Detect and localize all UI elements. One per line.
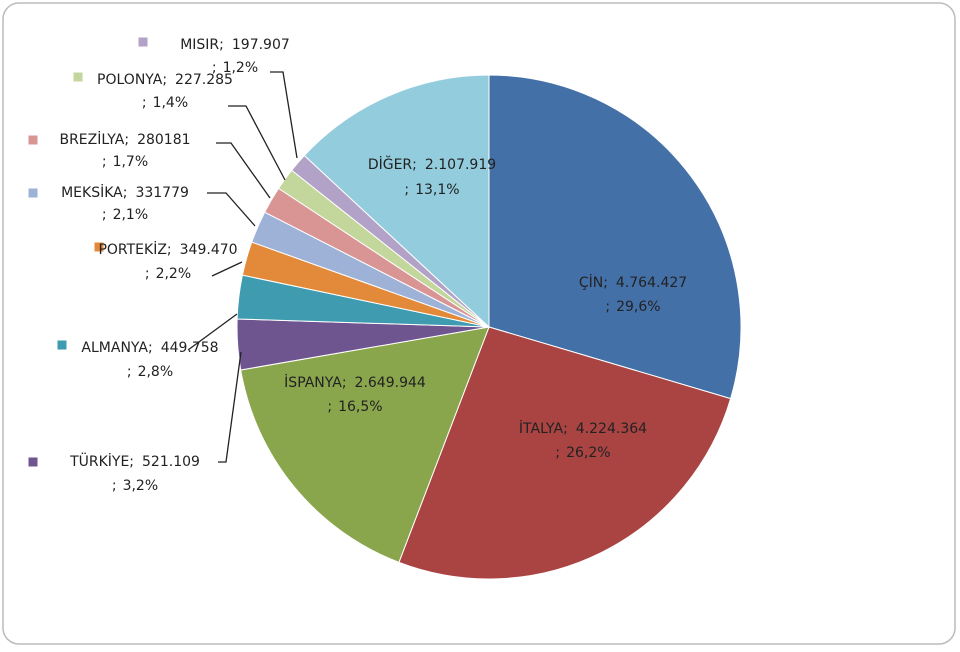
label-category: İSPANYA bbox=[284, 373, 342, 391]
label-separator: ; bbox=[124, 132, 129, 148]
label-percent: 1,7% bbox=[113, 154, 149, 170]
label-percent: 29,6% bbox=[616, 299, 660, 315]
leader-line bbox=[218, 351, 242, 463]
leader-line bbox=[216, 142, 271, 199]
legend-key bbox=[94, 242, 104, 252]
data-label: ; 1,7% bbox=[102, 154, 148, 170]
legend-key bbox=[138, 37, 148, 47]
leader-line bbox=[187, 313, 238, 351]
label-percent: 26,2% bbox=[566, 445, 610, 461]
label-percent: 3,2% bbox=[123, 478, 159, 494]
label-value: 4.224.364 bbox=[576, 421, 647, 437]
data-label: ÇİN; 4.764.427 bbox=[579, 273, 687, 291]
label-category: ÇİN bbox=[579, 273, 603, 291]
label-category: İTALYA bbox=[519, 419, 564, 437]
label-separator: ; bbox=[404, 182, 409, 198]
label-category: BREZİLYA bbox=[59, 130, 124, 148]
label-separator: ; bbox=[148, 340, 153, 356]
label-value: 197.907 bbox=[232, 37, 290, 53]
label-separator: ; bbox=[327, 399, 332, 415]
data-label: ; 2,8% bbox=[127, 364, 173, 380]
label-value: 2.649.944 bbox=[355, 375, 426, 391]
label-value: 280181 bbox=[137, 132, 190, 148]
legend-key bbox=[28, 135, 38, 145]
label-value: 331779 bbox=[135, 185, 188, 201]
label-separator: ; bbox=[603, 275, 608, 291]
label-percent: 2,1% bbox=[113, 207, 149, 223]
label-percent: 16,5% bbox=[338, 399, 382, 415]
label-percent: 2,8% bbox=[138, 364, 174, 380]
data-label: POLONYA; 227.285 bbox=[97, 72, 233, 88]
data-label: İTALYA; 4.224.364 bbox=[519, 419, 647, 437]
label-separator: ; bbox=[145, 266, 150, 282]
label-value: 2.107.919 bbox=[425, 157, 496, 173]
data-label: ; 16,5% bbox=[327, 399, 382, 415]
label-separator: ; bbox=[162, 72, 167, 88]
data-label: MISIR; 197.907 bbox=[180, 37, 290, 53]
data-label: BREZİLYA; 280181 bbox=[59, 130, 190, 148]
legend-key bbox=[28, 188, 38, 198]
leader-line bbox=[207, 192, 256, 227]
pie-slice bbox=[240, 326, 490, 564]
leader-line bbox=[228, 105, 286, 181]
label-percent: 13,1% bbox=[415, 182, 459, 198]
label-separator: ; bbox=[142, 95, 147, 111]
label-separator: ; bbox=[605, 299, 610, 315]
label-separator: ; bbox=[219, 37, 224, 53]
pie-slice bbox=[488, 74, 742, 400]
label-separator: ; bbox=[102, 154, 107, 170]
label-separator: ; bbox=[112, 478, 117, 494]
label-separator: ; bbox=[342, 375, 347, 391]
label-separator: ; bbox=[129, 454, 134, 470]
label-separator: ; bbox=[123, 185, 128, 201]
label-category: ALMANYA bbox=[81, 340, 148, 356]
label-category: DİĞER bbox=[368, 155, 413, 173]
label-value: 4.764.427 bbox=[616, 275, 687, 291]
data-label: ALMANYA; 449.758 bbox=[81, 340, 218, 356]
data-label: İSPANYA; 2.649.944 bbox=[284, 373, 426, 391]
label-value: 449.758 bbox=[161, 340, 219, 356]
legend-key bbox=[28, 457, 38, 467]
data-label: DİĞER; 2.107.919 bbox=[368, 155, 496, 173]
label-category: POLONYA bbox=[97, 72, 163, 88]
label-category: MEKSİKA bbox=[61, 183, 123, 201]
label-category: MISIR bbox=[180, 37, 219, 53]
label-category: TÜRKİYE bbox=[69, 452, 129, 470]
data-label: TÜRKİYE; 521.109 bbox=[69, 452, 200, 470]
label-category: PORTEKİZ bbox=[98, 240, 166, 258]
data-label: MEKSİKA; 331779 bbox=[61, 183, 189, 201]
label-percent: 1,2% bbox=[223, 60, 259, 76]
label-separator: ; bbox=[563, 421, 568, 437]
legend-key bbox=[73, 72, 83, 82]
legend-key bbox=[57, 340, 67, 350]
data-label: ; 1,4% bbox=[142, 95, 188, 111]
label-percent: 2,2% bbox=[156, 266, 192, 282]
label-separator: ; bbox=[212, 60, 217, 76]
leader-line bbox=[211, 261, 243, 277]
data-label: ; 2,1% bbox=[102, 207, 148, 223]
data-label: ; 29,6% bbox=[605, 299, 660, 315]
pie-slice bbox=[303, 74, 490, 329]
label-separator: ; bbox=[127, 364, 132, 380]
leader-line bbox=[270, 71, 298, 159]
label-value: 227.285 bbox=[175, 72, 233, 88]
label-separator: ; bbox=[412, 157, 417, 173]
label-value: 349.470 bbox=[180, 242, 238, 258]
label-separator: ; bbox=[167, 242, 172, 258]
data-label: ; 2,2% bbox=[145, 266, 191, 282]
label-separator: ; bbox=[555, 445, 560, 461]
label-value: 521.109 bbox=[142, 454, 200, 470]
data-label: ; 26,2% bbox=[555, 445, 610, 461]
pie-slice bbox=[398, 326, 732, 580]
data-label: ; 13,1% bbox=[404, 182, 459, 198]
data-label: ; 3,2% bbox=[112, 478, 158, 494]
data-label: ; 1,2% bbox=[212, 60, 258, 76]
label-percent: 1,4% bbox=[153, 95, 189, 111]
data-label: PORTEKİZ; 349.470 bbox=[98, 240, 237, 258]
label-separator: ; bbox=[102, 207, 107, 223]
